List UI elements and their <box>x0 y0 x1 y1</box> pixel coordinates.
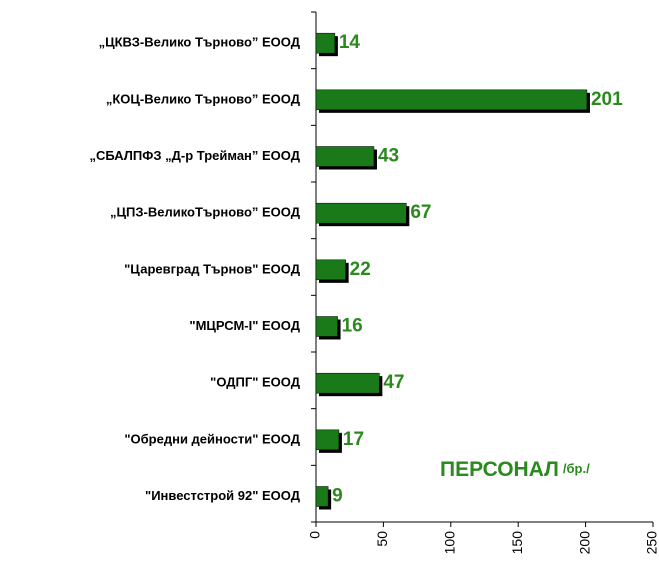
y-tick-label: „КОЦ-Велико Търново” ЕООД <box>106 91 301 106</box>
data-label: 67 <box>410 202 431 223</box>
data-label: 201 <box>591 89 623 110</box>
bar <box>315 89 588 111</box>
data-label: 16 <box>342 316 363 337</box>
data-label: 14 <box>339 32 361 53</box>
x-tick-label: 200 <box>576 531 592 555</box>
bar <box>315 146 375 167</box>
annotation: ПЕРСОНАЛ/бр./ <box>440 458 590 481</box>
x-tick-label: 250 <box>644 531 659 555</box>
data-label: 22 <box>350 259 371 280</box>
y-tick-label: „СБАЛПФЗ „Д-р Трейман” ЕООД <box>90 148 301 163</box>
x-tick-label: 150 <box>509 531 525 555</box>
x-tick-label: 100 <box>442 531 458 555</box>
y-tick-label: „ЦКВЗ-Велико Търново” ЕООД <box>99 35 301 50</box>
data-label: 9 <box>332 486 343 507</box>
title: ПЕРСОНАЛ <box>440 458 559 481</box>
unit: /бр./ <box>563 461 590 476</box>
y-tick-label: "Царевград Търнов" ЕООД <box>124 261 301 276</box>
bar <box>315 32 336 54</box>
bar <box>315 486 329 507</box>
y-tick-label: "Инвестстрой 92" ЕООД <box>145 488 301 503</box>
bar <box>315 316 338 337</box>
x-tick-label: 0 <box>307 531 323 539</box>
data-label: 43 <box>378 146 399 167</box>
y-tick-label: „ЦПЗ-ВеликоТърново” ЕООД <box>110 205 301 220</box>
bar <box>315 202 407 224</box>
data-label: 47 <box>383 372 404 393</box>
bar <box>315 259 346 281</box>
y-tick-label: "Обредни дейности" ЕООД <box>124 431 300 446</box>
y-tick-label: "ОДПГ" ЕООД <box>210 375 301 390</box>
y-tick-label: "МЦРСМ-І" ЕООД <box>189 318 300 333</box>
data-label: 17 <box>343 429 364 450</box>
x-tick-label: 50 <box>374 531 390 547</box>
bar <box>315 429 340 451</box>
bar <box>315 372 380 394</box>
